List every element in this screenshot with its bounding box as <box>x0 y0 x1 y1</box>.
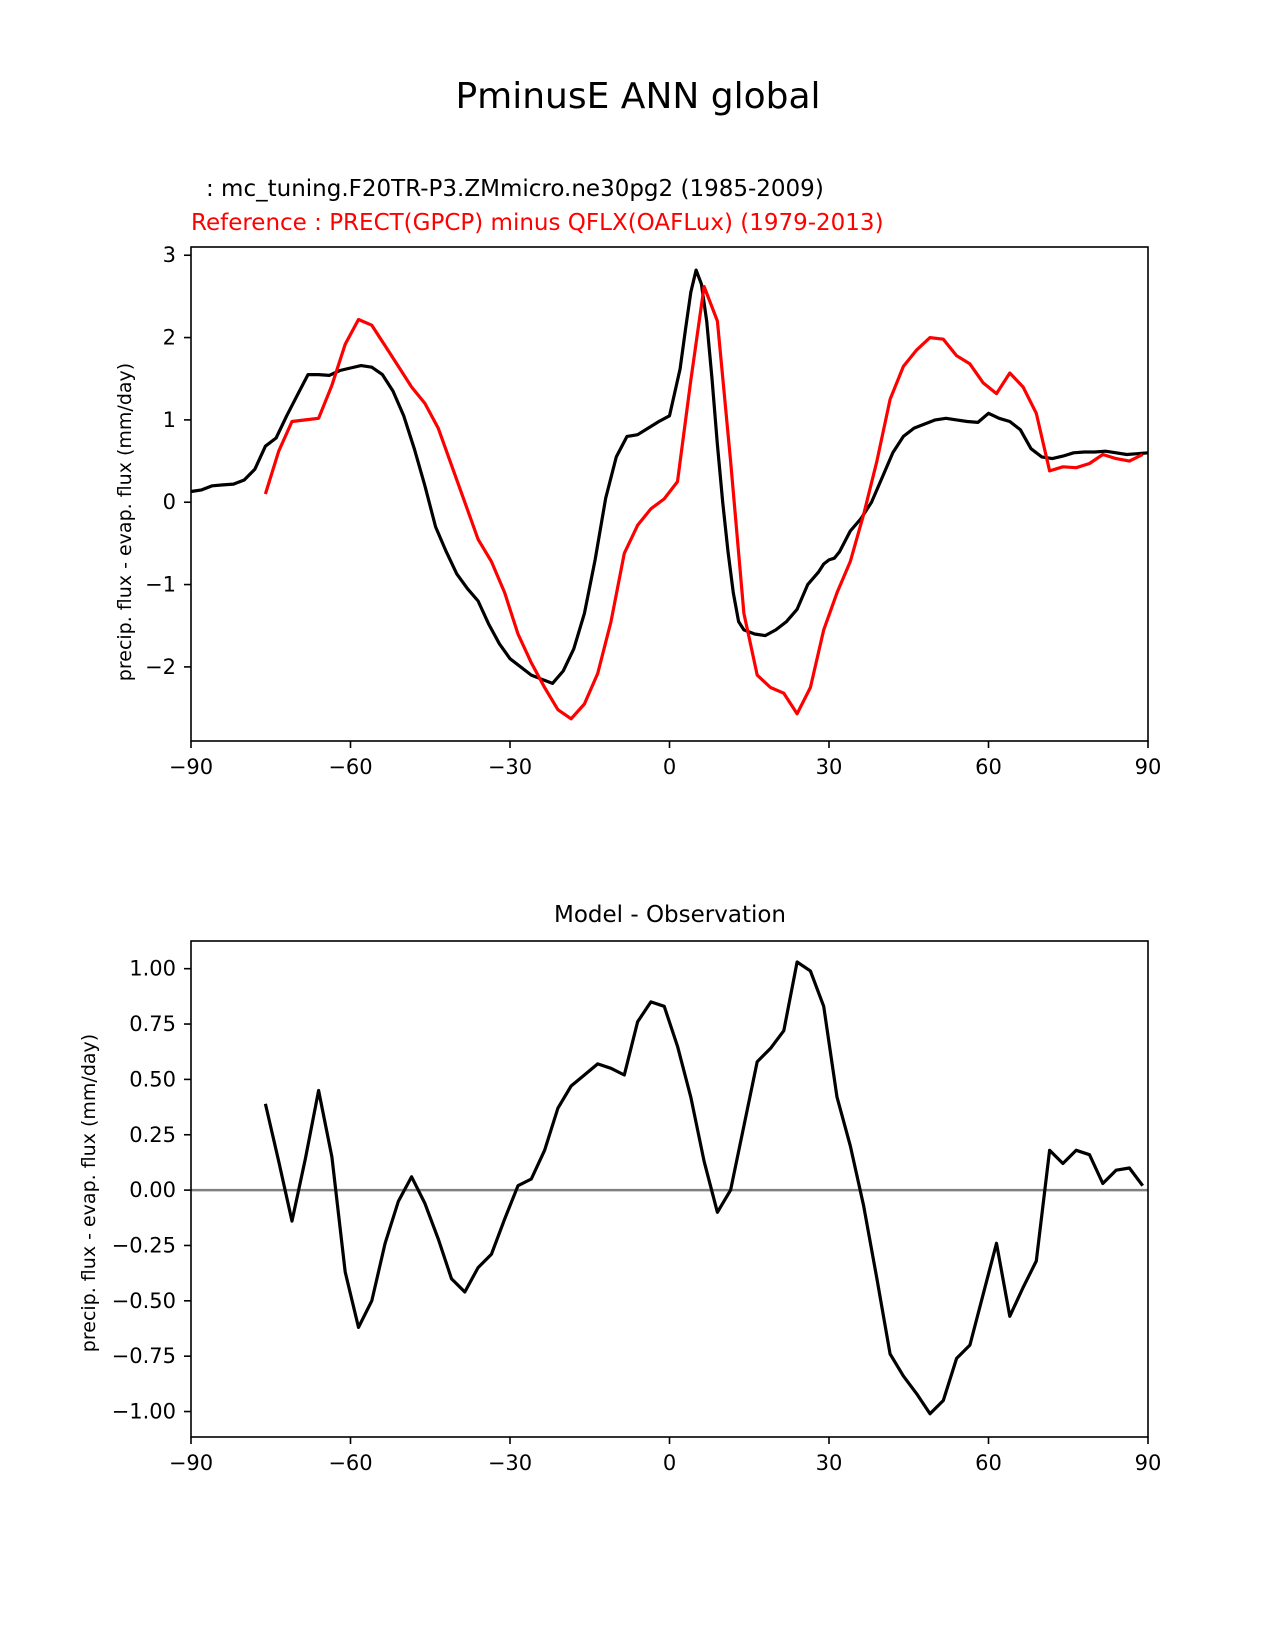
reference-label: Reference : PRECT(GPCP) minus QFLX(OAFLu… <box>191 210 884 236</box>
bottom-y-tick-label: −0.25 <box>112 1233 176 1257</box>
bottom-y-tick-label: 0.50 <box>129 1067 176 1091</box>
bottom-x-tick-label: 0 <box>663 1451 676 1475</box>
bottom-x-tick-label: 30 <box>816 1451 843 1475</box>
bottom-x-tick-label: 60 <box>975 1451 1002 1475</box>
top-series-reference <box>263 284 1144 721</box>
bottom-x-tick-label: 90 <box>1135 1451 1162 1475</box>
top-y-tick-label: 1 <box>163 408 176 432</box>
bottom-x-tick-label: −30 <box>488 1451 532 1475</box>
bottom-panel: Model - Observation precip. flux - evap.… <box>78 902 1161 1475</box>
figure-title: PminusE ANN global <box>455 76 820 117</box>
difference-title: Model - Observation <box>554 902 786 928</box>
top-series-test <box>190 268 1149 686</box>
bottom-x-tick-label: −60 <box>328 1451 372 1475</box>
top-y-tick-label: −2 <box>145 655 176 679</box>
bottom-y-tick-label: −0.75 <box>112 1344 176 1368</box>
bottom-y-tick-label: −0.50 <box>112 1289 176 1313</box>
bottom-y-tick-label: −1.00 <box>112 1400 176 1424</box>
top-y-tick-label: 3 <box>163 243 176 267</box>
top-panel: : mc_tuning.F20TR-P3.ZMmicro.ne30pg2 (19… <box>114 176 1161 779</box>
test-label: : mc_tuning.F20TR-P3.ZMmicro.ne30pg2 (19… <box>206 176 824 202</box>
bottom-plot-area: −90 −60 −30 0 30 60 90 1.00 0.75 0.50 0.25 0.00 −0.2… <box>112 940 1162 1475</box>
top-plot-area: −90 −60 −30 0 30 60 90 −2 −1 0 1 2 3 <box>145 243 1161 779</box>
top-y-tick-label: −1 <box>145 573 176 597</box>
top-y-axis-label: precip. flux - evap. flux (mm/day) <box>114 363 136 681</box>
top-x-tick-label: −30 <box>488 755 532 779</box>
bottom-y-tick-label: 0.25 <box>129 1123 176 1147</box>
bottom-x-tick-label: −90 <box>169 1451 213 1475</box>
bottom-y-axis-label: precip. flux - evap. flux (mm/day) <box>78 1034 100 1352</box>
top-x-tick-label: −90 <box>169 755 213 779</box>
top-x-tick-label: −60 <box>328 755 372 779</box>
top-x-tick-label: 30 <box>816 755 843 779</box>
top-y-tick-label: 0 <box>163 490 176 514</box>
top-x-tick-label: 60 <box>975 755 1002 779</box>
top-x-tick-label: 90 <box>1135 755 1162 779</box>
top-x-tick-label: 0 <box>663 755 676 779</box>
bottom-series-difference <box>263 960 1144 1416</box>
top-y-tick-label: 2 <box>163 326 176 350</box>
bottom-y-tick-label: 1.00 <box>129 957 176 981</box>
bottom-y-tick-label: 0.75 <box>129 1012 176 1036</box>
bottom-y-tick-label: 0.00 <box>129 1178 176 1202</box>
